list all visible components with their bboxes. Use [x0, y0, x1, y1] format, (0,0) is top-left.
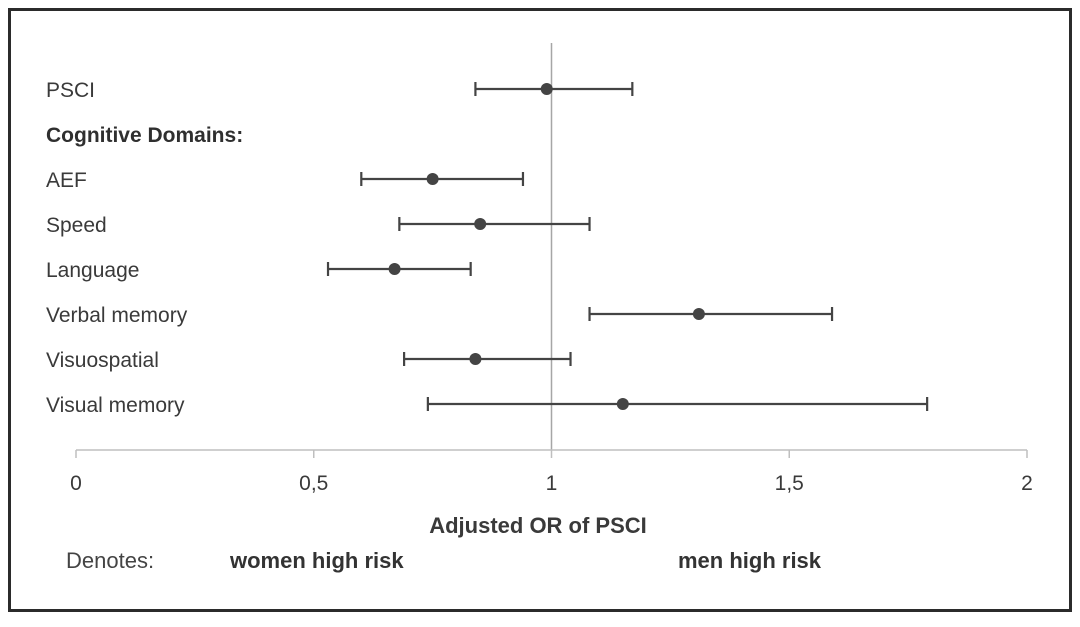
denotes-label: Denotes:: [66, 548, 154, 573]
denotes-women-high-risk: women high risk: [229, 548, 404, 573]
row-label: Speed: [46, 214, 107, 237]
row-label: Verbal memory: [46, 304, 188, 327]
row-label: Language: [46, 259, 139, 282]
estimate-row: [426, 397, 929, 411]
x-tick-label: 0: [70, 472, 82, 495]
row-labels: PSCI Cognitive Domains: AEF Speed Language Ve…: [46, 79, 243, 417]
denotes-men-high-risk: men high risk: [678, 548, 822, 573]
x-axis-title: Adjusted OR of PSCI: [429, 513, 647, 538]
row-label: Visual memory: [46, 394, 185, 417]
x-tick-label: 1,5: [775, 472, 804, 495]
row-label: PSCI: [46, 79, 95, 102]
estimate-row: [326, 262, 472, 276]
x-tick-label: 0,5: [299, 472, 328, 495]
x-axis-ticks: 0 0,5 1 1,5 2: [70, 450, 1033, 495]
or-point: [540, 83, 553, 95]
estimate-row: [398, 217, 591, 231]
or-point: [469, 353, 482, 365]
or-point: [474, 218, 487, 230]
estimate-row: [360, 172, 525, 186]
or-point: [616, 398, 629, 410]
estimate-row: [588, 307, 834, 321]
plot-marks: [326, 82, 929, 411]
row-header-label: Cognitive Domains:: [46, 124, 243, 147]
or-point: [692, 308, 705, 320]
or-point: [388, 263, 401, 275]
row-label: AEF: [46, 169, 87, 192]
chart-frame: [8, 8, 1072, 612]
row-label: Visuospatial: [46, 349, 159, 372]
estimate-row: [474, 82, 634, 96]
estimate-row: [402, 352, 572, 366]
x-tick-label: 1: [546, 472, 558, 495]
x-tick-label: 2: [1021, 472, 1033, 495]
or-point: [426, 173, 439, 185]
